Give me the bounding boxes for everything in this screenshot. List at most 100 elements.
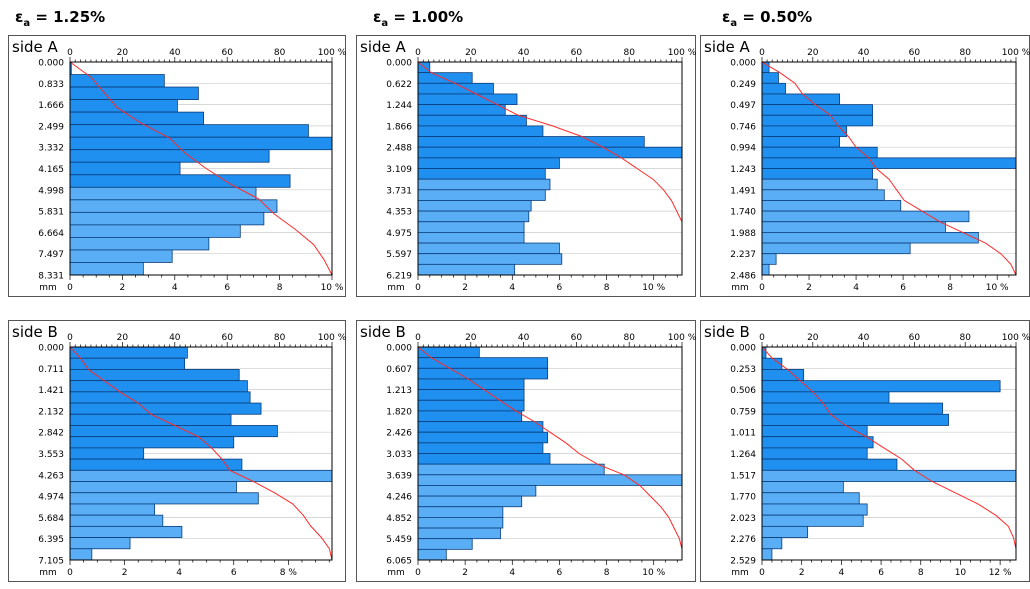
histogram-bar: [69, 199, 278, 213]
top-tick-label: 0: [415, 48, 421, 58]
histogram-bar: [417, 72, 473, 84]
y-tick-label: 0.746: [730, 122, 756, 132]
histogram-bar: [69, 224, 241, 238]
unit-label: mm: [731, 283, 749, 293]
y-tick-label: 8.331: [38, 272, 64, 282]
histogram-bar: [417, 357, 549, 369]
histogram-bar: [761, 357, 783, 370]
histogram-bar: [69, 481, 237, 494]
histogram-bar: [417, 527, 501, 540]
histogram-bar: [417, 146, 683, 159]
histogram-bar: [69, 249, 173, 263]
cumulative-curve: [69, 346, 333, 561]
y-tick-label: 1.866: [386, 122, 412, 132]
y-tick-label: 0.000: [730, 59, 756, 69]
y-tick-label: 3.109: [386, 165, 412, 175]
histogram-bar: [417, 431, 549, 444]
y-tick-label: 5.459: [386, 535, 412, 545]
y-tick-label: 1.740: [730, 208, 756, 218]
histogram-bar: [417, 495, 523, 508]
y-tick-label: 0.759: [730, 407, 756, 417]
histogram-bar: [417, 200, 532, 212]
histogram-bar: [69, 402, 262, 415]
histogram-bar: [761, 136, 841, 148]
x-tick-label: 8: [918, 568, 924, 578]
x-tick-label: 2: [462, 283, 468, 293]
histogram-bar: [761, 242, 911, 255]
histogram-bar: [761, 114, 873, 127]
top-tick-label: 0: [759, 333, 765, 343]
top-tick-label: 40: [518, 333, 530, 343]
y-tick-label: 0.622: [386, 80, 412, 90]
y-tick-label: 2.529: [730, 557, 756, 567]
x-tick-label: 10: [955, 568, 967, 578]
histogram-bar: [69, 211, 265, 226]
y-tick-label: 3.332: [38, 144, 64, 154]
x-tick-label: 8: [604, 283, 610, 293]
histogram-bar: [417, 263, 516, 276]
y-tick-label: 4.165: [38, 165, 64, 175]
histogram-bar: [417, 114, 527, 127]
x-tick-label: 6: [878, 568, 884, 578]
histogram-bar: [761, 369, 805, 382]
unit-label: mm: [387, 283, 405, 293]
histogram-bar: [417, 346, 480, 359]
x-tick-label: 2: [122, 568, 128, 578]
unit-label: mm: [731, 568, 749, 578]
y-tick-label: 1.213: [386, 386, 412, 396]
top-tick-label: 80: [274, 333, 286, 343]
histogram-bar: [69, 537, 131, 550]
histogram-bar: [761, 436, 874, 449]
y-tick-label: 1.011: [730, 429, 756, 439]
histogram-bar: [69, 380, 248, 393]
y-tick-label: 6.664: [38, 229, 64, 239]
cumulative-curve: [417, 346, 683, 560]
top-tick-label: 0: [67, 48, 73, 58]
y-tick-label: 0.711: [38, 365, 64, 375]
y-tick-label: 6.065: [386, 557, 412, 567]
top-tick-label: 80: [623, 48, 635, 58]
top-tick-label: 60: [909, 333, 921, 343]
x-tick-label: 2: [799, 568, 805, 578]
top-tick-label: 100 %: [318, 48, 346, 58]
x-tick-label: 4: [853, 283, 859, 293]
top-tick-label: 60: [221, 48, 233, 58]
histogram-bar: [761, 492, 860, 505]
unit-label: mm: [387, 568, 405, 578]
top-tick-label: 40: [518, 48, 530, 58]
unit-label: mm: [39, 283, 57, 293]
y-tick-label: 5.831: [38, 208, 64, 218]
histogram-bar: [417, 231, 525, 244]
histogram-bar: [69, 458, 243, 471]
histogram-bar: [761, 402, 943, 415]
histogram-bar: [761, 503, 868, 516]
x-tick-label: 6: [557, 283, 563, 293]
histogram-bar: [761, 253, 777, 265]
histogram-bar: [761, 125, 848, 137]
histogram-bar: [69, 86, 199, 100]
histogram-bar: [69, 186, 257, 201]
histogram-bar: [69, 74, 165, 88]
y-tick-label: 0.506: [730, 386, 756, 396]
histogram-bar: [761, 231, 979, 244]
histogram-bar: [69, 525, 183, 538]
x-tick-label: 4: [509, 568, 515, 578]
y-tick-label: 7.497: [38, 250, 64, 260]
histogram-bar: [761, 481, 844, 494]
histogram-bar: [417, 516, 504, 529]
y-tick-label: 3.639: [386, 471, 412, 481]
top-tick-label: 0: [415, 333, 421, 343]
y-tick-label: 2.237: [730, 250, 756, 260]
top-tick-label: 60: [571, 333, 583, 343]
histogram-bar: [417, 253, 563, 265]
top-tick-label: 80: [959, 48, 971, 58]
x-tick-label: 0: [67, 568, 73, 578]
histogram-bar: [69, 262, 144, 276]
y-tick-label: 4.852: [386, 514, 412, 524]
top-tick-label: 20: [807, 48, 819, 58]
x-tick-label: 8 %: [280, 568, 298, 578]
histogram-bar: [69, 99, 178, 113]
histogram-bar: [417, 168, 546, 180]
histogram-bar: [761, 189, 885, 201]
header-strain-2: εa = 1.00%: [373, 8, 464, 29]
